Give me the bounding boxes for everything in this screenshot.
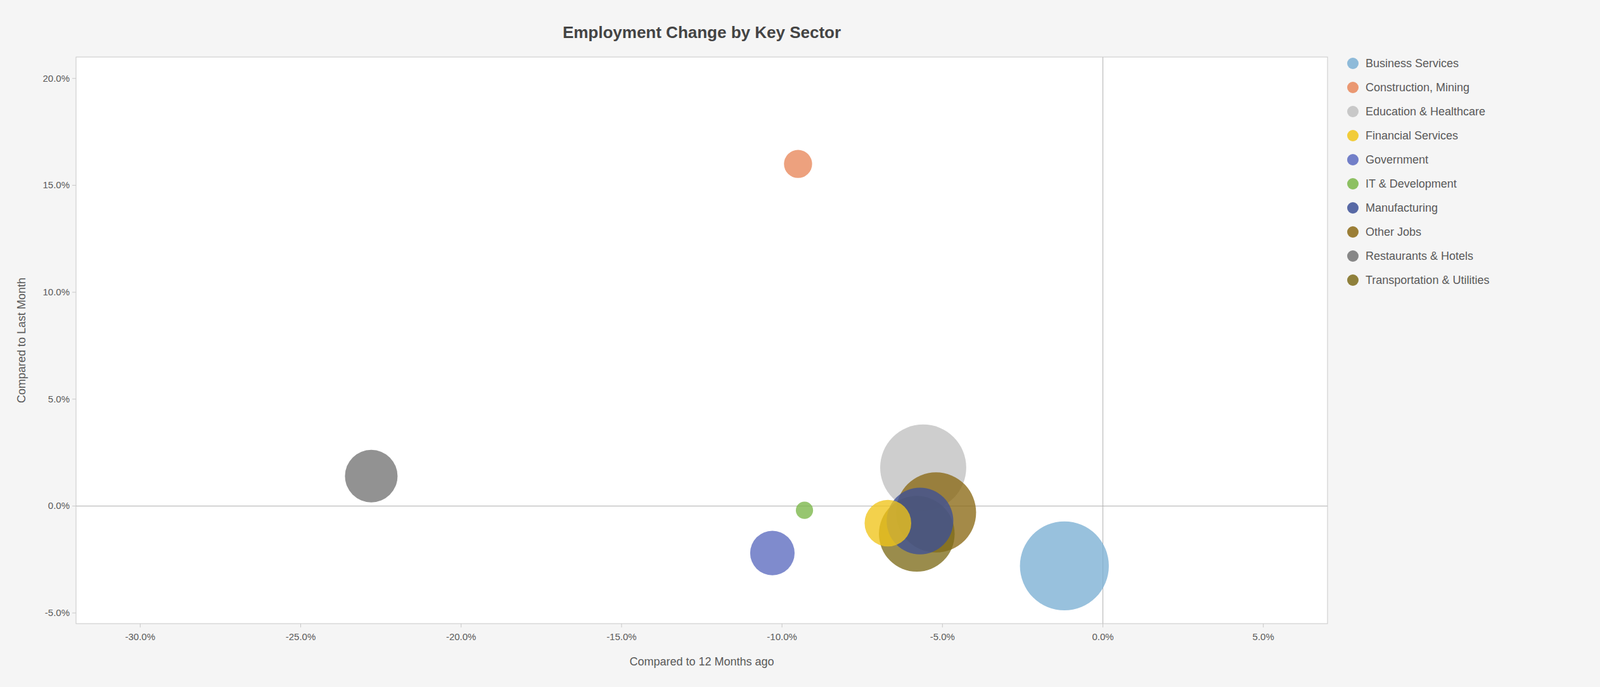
tick-label: -10.0% [766, 631, 798, 642]
tick-label: 0.0% [48, 499, 70, 511]
tick-label: -20.0% [446, 631, 477, 642]
legend-swatch [1347, 105, 1359, 118]
tick-label: -15.0% [606, 631, 637, 642]
bubble: IT & Development [795, 501, 813, 519]
legend-label: Manufacturing [1365, 201, 1438, 215]
x-axis-label: Compared to 12 Months ago [629, 655, 774, 668]
tick-mark [300, 623, 301, 628]
x-axis: -30.0% -25.0% -20.0% -15.0% -10.0% -5.0% 0.0% 5… [125, 623, 1275, 642]
tick-mark [460, 623, 462, 628]
zero-line [76, 505, 1328, 507]
tick-mark [781, 623, 783, 628]
chart: Business Services Education & Healthcare O… [0, 0, 1600, 687]
tick-label: -5.0% [44, 607, 70, 618]
tick-mark [72, 185, 77, 186]
zero-lines [76, 57, 1328, 624]
legend-swatch [1347, 226, 1359, 238]
tick-mark [620, 623, 622, 628]
tick-mark [140, 623, 141, 628]
zero-line [1102, 57, 1104, 624]
legend-swatch [1347, 202, 1359, 214]
bubble: Restaurants & Hotels [344, 449, 398, 503]
legend-swatch [1347, 129, 1359, 142]
legend-label: Transportation & Utilities [1365, 273, 1490, 287]
plot-frame [76, 57, 1328, 624]
tick-mark [72, 292, 77, 293]
tick-mark [72, 398, 77, 400]
legend-swatch [1347, 178, 1359, 190]
legend-label: Education & Healthcare [1365, 105, 1486, 118]
tick-mark [1262, 623, 1264, 628]
legend-swatch [1347, 57, 1359, 70]
y-axis: -5.0% 0.0% 5.0% 10.0% 15.0% 20.0% [42, 72, 77, 618]
tick-label: 5.0% [48, 393, 70, 405]
tick-mark [72, 612, 77, 614]
tick-label: -5.0% [930, 631, 955, 642]
tick-label: -30.0% [125, 631, 156, 642]
tick-label: -25.0% [285, 631, 317, 642]
bubble: Financial Services [864, 499, 912, 547]
plot-area [76, 57, 1328, 624]
tick-label: 15.0% [42, 179, 70, 191]
tick-label: 0.0% [1091, 631, 1114, 642]
legend-label: Government [1365, 153, 1429, 167]
bubble: Construction, Mining [783, 149, 812, 178]
legend-label: IT & Development [1365, 177, 1457, 191]
tick-label: 20.0% [42, 72, 70, 84]
tick-mark [1102, 623, 1104, 628]
tick-mark [72, 505, 77, 507]
legend: Business Services Construction, Mining Edu… [1347, 57, 1490, 287]
legend-swatch [1347, 274, 1359, 286]
legend-label: Other Jobs [1365, 225, 1422, 239]
tick-mark [72, 77, 77, 79]
tick-label: 10.0% [42, 286, 70, 298]
y-axis-label: Compared to Last Month [15, 277, 28, 404]
tick-label: 5.0% [1252, 631, 1275, 642]
bubble: Government [750, 531, 795, 576]
legend-swatch [1347, 153, 1359, 166]
title: Employment Change by Key Sector [562, 22, 841, 42]
bubbles: Business ServicesEducation & HealthcareO… [344, 149, 1109, 611]
legend-label: Financial Services [1365, 129, 1459, 142]
legend-label: Construction, Mining [1365, 81, 1470, 94]
legend-label: Business Services [1365, 57, 1459, 70]
legend-label: Restaurants & Hotels [1365, 249, 1474, 263]
bubble: Business Services [1020, 521, 1109, 611]
legend-swatch [1347, 250, 1359, 262]
tick-mark [942, 623, 943, 628]
legend-swatch [1347, 81, 1359, 94]
